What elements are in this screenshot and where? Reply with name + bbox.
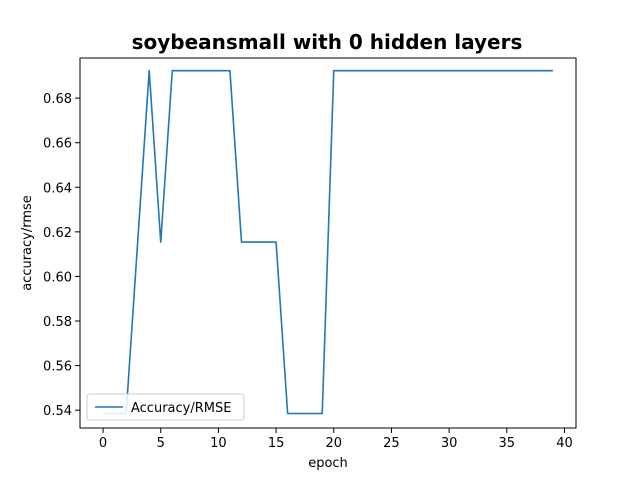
x-tick-label: 25 [383,436,400,451]
chart-title: soybeansmall with 0 hidden layers [132,30,523,54]
x-axis-label: epoch [308,456,348,471]
plot-area [79,57,577,429]
legend-box [86,393,245,421]
x-tick-label: 30 [441,436,458,451]
y-tick-label: 0.58 [43,315,72,330]
series-layer [103,69,553,415]
series-line [103,69,553,415]
x-tick-label: 15 [268,436,285,451]
y-tick-label: 0.56 [43,360,72,375]
y-tick-label: 0.54 [43,404,72,419]
y-tick-label: 0.62 [43,226,72,241]
plot-frame [79,57,577,429]
legend: Accuracy/RMSE [86,393,245,421]
y-axis-label: accuracy/rmse [20,195,35,291]
x-tick-label: 0 [99,436,107,451]
legend-label: Accuracy/RMSE [131,401,231,416]
x-tick-label: 40 [556,436,573,451]
x-tick-label: 10 [210,436,227,451]
x-tick-label: 35 [499,436,516,451]
y-axis: 0.54 0.56 0.58 0.60 0.62 0.64 0.66 0.68 [43,92,80,419]
y-tick-label: 0.64 [43,181,72,196]
x-tick-label: 20 [325,436,342,451]
y-tick-label: 0.68 [43,92,72,107]
x-axis: 0 5 10 15 20 25 30 35 40 [99,428,573,451]
y-tick-label: 0.60 [43,270,72,285]
x-tick-label: 5 [157,436,165,451]
y-tick-label: 0.66 [43,137,72,152]
